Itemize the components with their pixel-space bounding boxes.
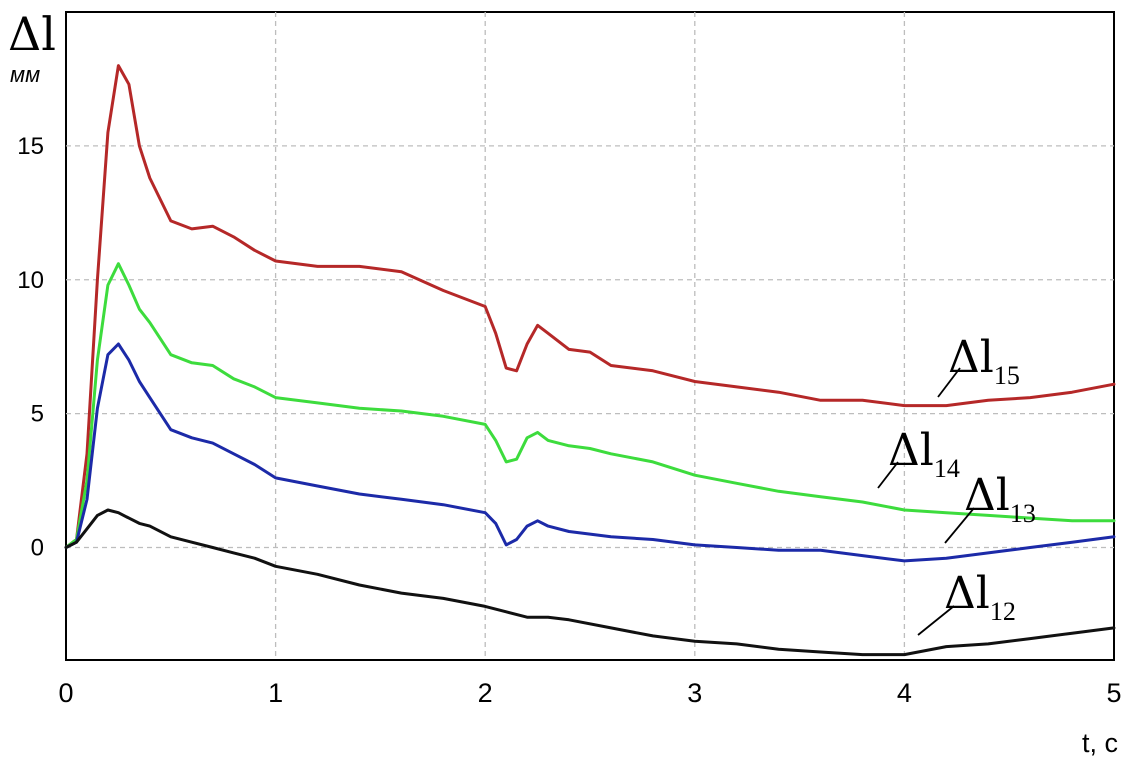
series-label-subscript: 13 bbox=[1010, 499, 1036, 528]
series-label-subscript: 12 bbox=[990, 597, 1016, 626]
annotation-leader-line bbox=[944, 507, 975, 544]
annotation-leader-line bbox=[877, 461, 899, 489]
series-label: Δl12 bbox=[944, 568, 1016, 626]
series-line bbox=[64, 262, 1116, 549]
annotation-leader-line bbox=[937, 367, 961, 398]
x-tick-label: 5 bbox=[1106, 678, 1121, 708]
series-label: Δl15 bbox=[948, 332, 1020, 390]
plot-area bbox=[65, 11, 1115, 661]
series-label: Δl14 bbox=[888, 425, 960, 483]
x-axis-label: t, c bbox=[1082, 728, 1118, 758]
annotation-leader-line bbox=[917, 605, 955, 636]
series-line bbox=[64, 508, 1116, 657]
series-line bbox=[64, 64, 1116, 549]
y-axis-unit: мм bbox=[10, 62, 40, 87]
x-tick-label: 3 bbox=[687, 678, 702, 708]
series-label-base: Δl bbox=[888, 425, 934, 476]
y-tick-label: 0 bbox=[31, 535, 44, 562]
series-label: Δl13 bbox=[964, 470, 1036, 528]
series-label-subscript: 15 bbox=[994, 361, 1020, 390]
series-label-subscript: 14 bbox=[934, 454, 960, 483]
y-tick-label: 10 bbox=[17, 267, 44, 294]
y-axis-label: Δl bbox=[8, 7, 56, 61]
series-line bbox=[64, 342, 1116, 563]
series-label-base: Δl bbox=[964, 470, 1010, 521]
x-tick-label: 0 bbox=[58, 678, 73, 708]
x-tick-label: 1 bbox=[268, 678, 283, 708]
series-lines bbox=[64, 64, 1116, 657]
y-tick-labels: 0 5 10 15 bbox=[17, 133, 44, 562]
x-tick-label: 2 bbox=[478, 678, 493, 708]
y-tick-label: 5 bbox=[31, 401, 44, 428]
x-tick-label: 4 bbox=[897, 678, 912, 708]
series-label-base: Δl bbox=[948, 332, 994, 383]
x-tick-labels: 0 1 2 3 4 5 bbox=[58, 678, 1121, 708]
series-label-base: Δl bbox=[944, 568, 990, 619]
y-tick-label: 15 bbox=[17, 133, 44, 160]
grid bbox=[66, 12, 1114, 660]
